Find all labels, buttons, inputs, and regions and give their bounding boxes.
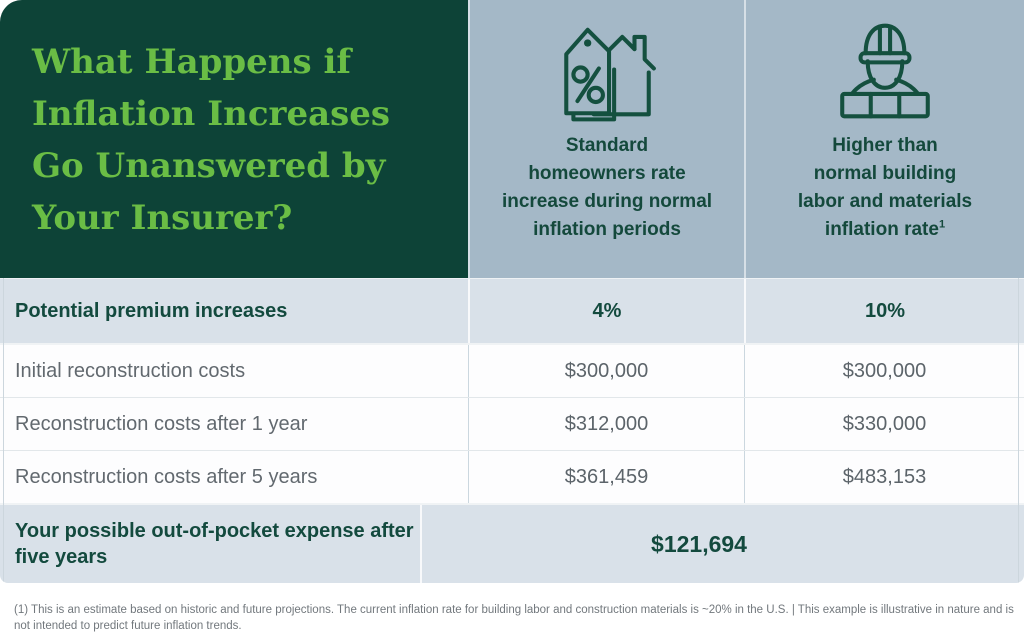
premium-higher-value: 10% xyxy=(744,279,1024,343)
cell-value: $300,000 xyxy=(744,345,1024,397)
out-of-pocket-summary-row: Your possible out-of-pocket expense afte… xyxy=(0,503,1024,583)
table-left-border xyxy=(3,278,4,583)
summary-label: Your possible out-of-pocket expense afte… xyxy=(15,520,414,568)
table-row-initial-costs: Initial reconstruction costs $300,000 $3… xyxy=(0,343,1024,397)
title-line-4: Your Insurer? xyxy=(32,198,293,238)
row-label: Initial reconstruction costs xyxy=(15,359,246,382)
row-label: Reconstruction costs after 5 years xyxy=(15,465,318,488)
title-line-1: What Happens if xyxy=(32,42,352,82)
table-row-after-5-years: Reconstruction costs after 5 years $361,… xyxy=(0,450,1024,503)
premium-increase-row: Potential premium increases 4% 10% xyxy=(0,278,1024,343)
cell-value: $300,000 xyxy=(468,345,744,397)
table-right-border xyxy=(1018,278,1019,583)
row-label: Potential premium increases xyxy=(15,299,288,322)
title-line-3: Go Unanswered by xyxy=(32,146,386,186)
premium-standard-value: 4% xyxy=(468,279,744,343)
page-title: What Happens if Inflation Increases Go U… xyxy=(0,0,468,278)
column-header-standard-rate: Standard homeowners rate increase during… xyxy=(468,0,744,278)
summary-value: $121,694 xyxy=(420,505,976,583)
cell-value: $330,000 xyxy=(744,398,1024,450)
cell-value: $483,153 xyxy=(744,451,1024,503)
table-row-after-1-year: Reconstruction costs after 1 year $312,0… xyxy=(0,397,1024,450)
footnote-text: (1) This is an estimate based on histori… xyxy=(14,604,1014,632)
column-header-label: Higher than normal building labor and ma… xyxy=(797,135,973,240)
construction-worker-icon xyxy=(829,16,941,124)
title-line-2: Inflation Increases xyxy=(32,94,391,134)
table-header-row: What Happens if Inflation Increases Go U… xyxy=(0,0,1024,278)
inflation-table-card: What Happens if Inflation Increases Go U… xyxy=(0,0,1024,583)
cell-value: $312,000 xyxy=(468,398,744,450)
column-header-labor-rate: Higher than normal building labor and ma… xyxy=(744,0,1024,278)
house-percent-tag-icon xyxy=(551,16,663,124)
footnote-marker: 1 xyxy=(938,218,946,231)
cell-value: $361,459 xyxy=(468,451,744,503)
column-header-label: Standard homeowners rate increase during… xyxy=(501,135,713,240)
row-label: Reconstruction costs after 1 year xyxy=(15,412,308,435)
